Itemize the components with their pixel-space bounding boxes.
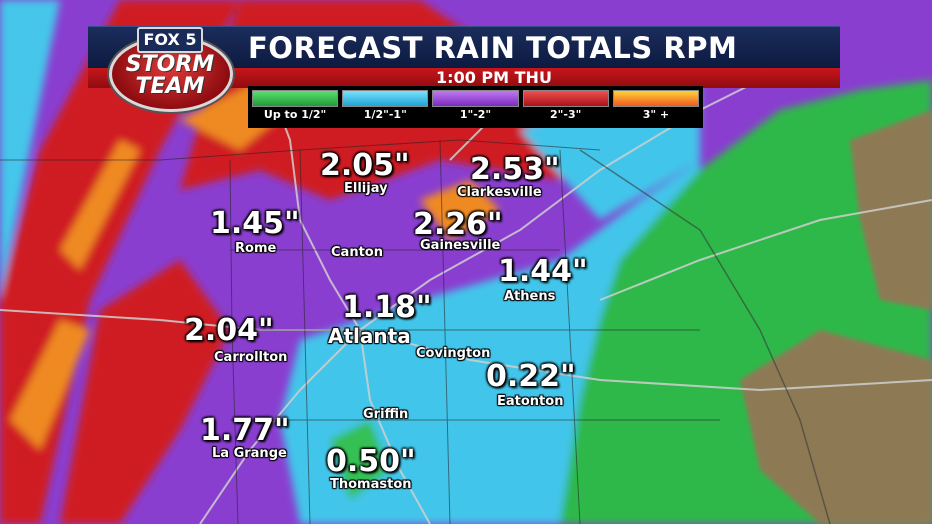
value-athens: 1.44" — [498, 254, 588, 289]
map-title: FORECAST RAIN TOTALS RPM — [248, 31, 738, 65]
city-athens: Athens — [504, 289, 556, 304]
value-eatonton: 0.22" — [486, 359, 576, 394]
value-atlanta: 1.18" — [342, 290, 432, 325]
road-northeast — [599, 199, 932, 301]
legend-label: 3" + — [642, 108, 670, 121]
value-ellijay: 2.05" — [320, 148, 410, 183]
road-i75-south — [359, 329, 431, 524]
county-line-5 — [559, 149, 581, 524]
value-rome: 1.45" — [210, 206, 300, 241]
legend-swatch — [252, 90, 339, 107]
legend-swatch — [432, 90, 519, 107]
cyan-band-west — [0, 0, 60, 300]
city-eatonton: Eatonton — [497, 394, 564, 409]
rain-legend: Up to 1/2" 1/2"-1" 1"-2" 2"-3" 3" + — [248, 86, 703, 128]
dry-area-southeast — [740, 330, 932, 524]
road-i85-north — [359, 59, 801, 331]
legend-label: 1/2"-1" — [363, 108, 407, 121]
value-la-grange: 1.77" — [200, 413, 290, 448]
value-gainesville: 2.26" — [413, 207, 503, 242]
value-clarkesville: 2.53" — [470, 152, 560, 187]
county-line-4 — [439, 139, 451, 524]
legend-label: Up to 1/2" — [263, 108, 327, 121]
legend-label: 2"-3" — [550, 108, 582, 121]
river-savannah — [579, 149, 831, 524]
city-canton: Canton — [331, 245, 383, 260]
city-covington: Covington — [416, 346, 491, 361]
legend-item-up-to-half: Up to 1/2" — [252, 90, 339, 124]
city-carrollton: Carrollton — [214, 350, 288, 365]
city-la-grange: La Grange — [212, 446, 287, 461]
city-rome: Rome — [235, 241, 277, 256]
road-i20-east — [359, 329, 932, 392]
dry-area-northeast — [850, 110, 932, 310]
legend-swatch — [342, 90, 429, 107]
forecast-time: 1:00 PM THU — [436, 68, 552, 87]
city-griffin: Griffin — [363, 407, 409, 422]
city-clarkesville: Clarkesville — [457, 185, 542, 200]
logo-fox5: FOX 5 — [137, 27, 203, 53]
legend-item-half-to-one: 1/2"-1" — [342, 90, 429, 124]
value-carrollton: 2.04" — [184, 313, 274, 348]
legend-swatch — [612, 90, 700, 107]
red-band-southwest — [60, 260, 230, 524]
logo-team: TEAM — [135, 74, 205, 99]
orange-streaks-west-2 — [60, 140, 140, 270]
orange-streaks-west — [10, 320, 90, 450]
legend-swatch — [522, 90, 609, 107]
orange-gainesville — [420, 180, 500, 240]
city-thomaston: Thomaston — [330, 477, 412, 492]
city-atlanta: Atlanta — [328, 324, 411, 348]
legend-label: 1"-2" — [459, 108, 492, 121]
legend-item-three-plus: 3" + — [612, 90, 700, 124]
value-thomaston: 0.50" — [326, 444, 416, 479]
green-spot — [330, 420, 390, 500]
legend-item-one-to-two: 1"-2" — [432, 90, 519, 124]
county-line-3 — [299, 149, 311, 524]
legend-item-two-to-three: 2"-3" — [522, 90, 609, 124]
time-bar: 1:00 PM THU — [88, 68, 840, 88]
city-ellijay: Ellijay — [344, 181, 388, 196]
fox5-storm-team-logo: FOX 5 STORM TEAM — [103, 26, 239, 112]
logo-storm: STORM — [125, 52, 215, 77]
city-gainesville: Gainesville — [420, 238, 501, 253]
